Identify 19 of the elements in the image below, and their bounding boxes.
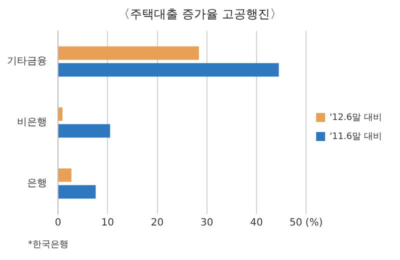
bar [58, 46, 199, 60]
bar [58, 168, 72, 182]
x-tick-label: 0 [54, 218, 62, 229]
x-tick-label: 50 (%) [290, 218, 323, 229]
legend-label: '11.6말 대비 [330, 132, 382, 142]
chart-title: 〈주택대출 증가율 고공행진〉 [117, 6, 283, 23]
y-tick-label: 은행 [27, 178, 47, 190]
y-tick-label: 기타금융 [7, 56, 47, 68]
bar [58, 63, 279, 77]
bar [58, 185, 96, 199]
x-tick-label: 10 [101, 218, 114, 229]
bar [58, 107, 62, 121]
y-tick-label: 비은행 [17, 117, 47, 128]
x-tick-label: 20 [150, 218, 164, 229]
bar [58, 124, 110, 138]
x-tick-label: 40 [250, 218, 263, 229]
x-tick-label: 30 [200, 218, 214, 229]
text: *한국은행 [28, 239, 68, 251]
legend-label: '12.6말 대비 [330, 112, 382, 123]
